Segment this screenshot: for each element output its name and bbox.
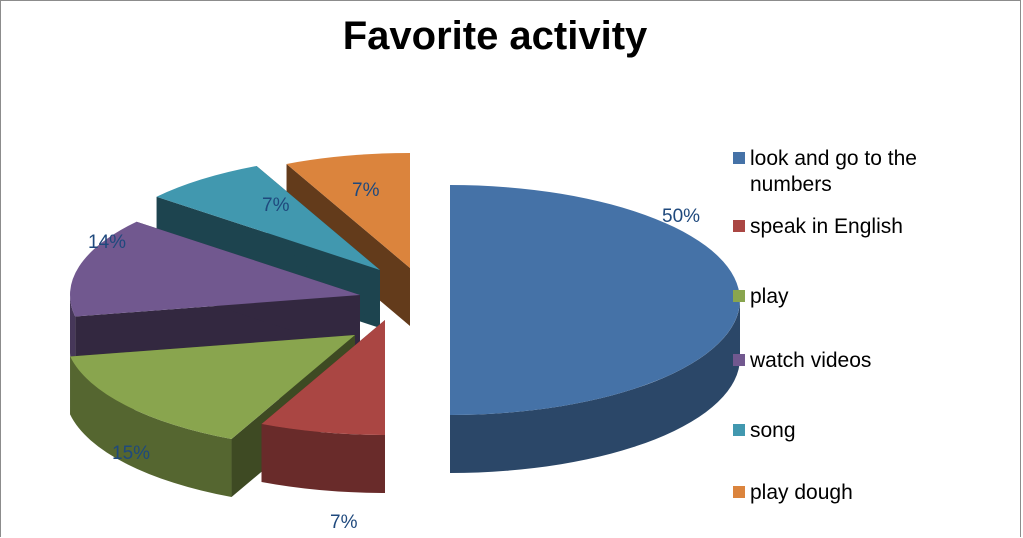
data-label-4: 14% xyxy=(88,232,126,253)
legend-label: look and go to the numbers xyxy=(750,147,917,196)
data-label-3: 15% xyxy=(112,443,150,464)
legend-item-2: speak in English xyxy=(733,214,990,240)
data-label-1: 50% xyxy=(662,206,700,227)
legend-item-5: song xyxy=(733,418,990,444)
legend-label: song xyxy=(750,419,796,442)
legend-item-4: watch videos xyxy=(733,348,990,374)
chart-title: Favorite activity xyxy=(342,14,648,58)
pie-slice-4 xyxy=(70,221,361,375)
legend-item-6: play dough xyxy=(733,480,990,506)
legend-label: watch videos xyxy=(750,349,872,372)
legend-item-1: look and go to the numbers xyxy=(733,146,990,198)
data-label-6: 7% xyxy=(352,180,380,201)
legend-swatch xyxy=(733,486,745,498)
legend-swatch xyxy=(733,354,745,366)
legend-swatch xyxy=(733,424,745,436)
data-label-5: 7% xyxy=(262,195,290,216)
legend-swatch xyxy=(733,220,745,232)
pie-slice-2 xyxy=(261,320,385,493)
legend-item-3: play xyxy=(733,284,990,310)
pie-slice-1 xyxy=(450,185,740,473)
legend-swatch xyxy=(733,152,745,164)
legend-label: play dough xyxy=(750,481,853,504)
legend-label: play xyxy=(750,285,789,308)
legend-swatch xyxy=(733,290,745,302)
legend-label: speak in English xyxy=(750,215,903,238)
data-label-2: 7% xyxy=(330,512,358,533)
